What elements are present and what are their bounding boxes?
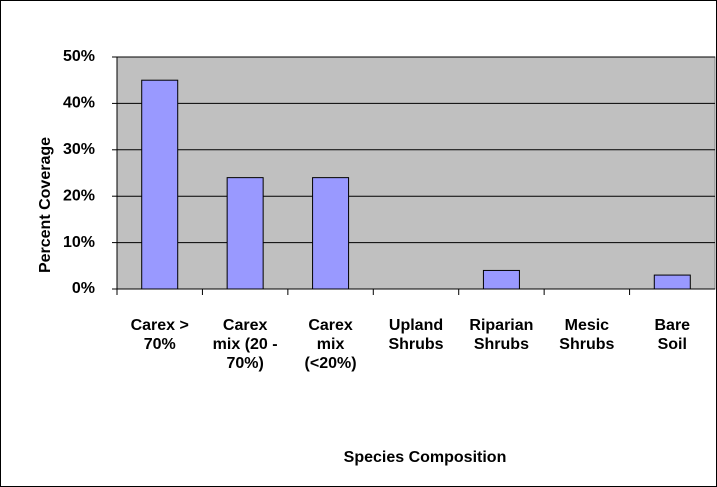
bar (226, 177, 264, 290)
x-axis-title: Species Composition (344, 449, 507, 466)
bar (312, 177, 350, 290)
x-tick-label: Upland Shrubs (388, 317, 444, 353)
y-tick-label: 0% (72, 280, 95, 297)
plot-area (116, 56, 716, 290)
bar (653, 274, 691, 290)
bar (141, 79, 179, 290)
x-tick-label: Carex mix (<20%) (304, 317, 357, 372)
y-tick-label: 30% (63, 141, 95, 158)
x-tick-label: Riparian Shrubs (469, 317, 534, 353)
y-tick-label: 10% (63, 234, 95, 251)
x-tick-label: Mesic Shrubs (559, 317, 615, 353)
y-tick-label: 20% (63, 187, 95, 204)
x-tick-label: Carex > 70% (130, 317, 189, 353)
x-tick-label: Bare Soil (654, 317, 691, 353)
x-tick-label: Carex mix (20 - 70%) (212, 317, 278, 372)
y-tick-label: 50% (63, 48, 95, 65)
y-tick-label: 40% (63, 95, 95, 112)
y-axis-title: Percent Coverage (37, 137, 54, 273)
bar (482, 269, 520, 290)
